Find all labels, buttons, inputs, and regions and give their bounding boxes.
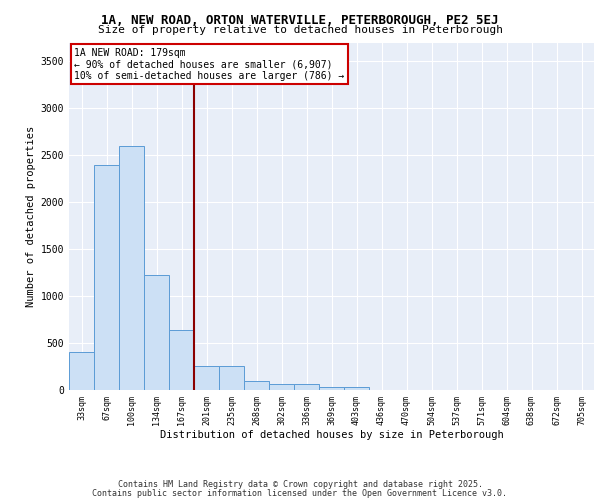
Bar — [194, 366, 219, 390]
Text: Contains HM Land Registry data © Crown copyright and database right 2025.: Contains HM Land Registry data © Crown c… — [118, 480, 482, 489]
Text: Size of property relative to detached houses in Peterborough: Size of property relative to detached ho… — [97, 25, 503, 35]
Bar — [69, 352, 94, 390]
Bar — [344, 387, 369, 390]
Bar — [144, 276, 169, 390]
Y-axis label: Number of detached properties: Number of detached properties — [26, 126, 37, 307]
X-axis label: Distribution of detached houses by size in Peterborough: Distribution of detached houses by size … — [160, 430, 503, 440]
Text: Contains public sector information licensed under the Open Government Licence v3: Contains public sector information licen… — [92, 488, 508, 498]
Text: 1A, NEW ROAD, ORTON WATERVILLE, PETERBOROUGH, PE2 5EJ: 1A, NEW ROAD, ORTON WATERVILLE, PETERBOR… — [101, 14, 499, 27]
Bar — [219, 366, 244, 390]
Bar — [269, 384, 294, 390]
Text: 1A NEW ROAD: 179sqm
← 90% of detached houses are smaller (6,907)
10% of semi-det: 1A NEW ROAD: 179sqm ← 90% of detached ho… — [74, 48, 344, 81]
Bar — [294, 384, 319, 390]
Bar — [169, 330, 194, 390]
Bar — [244, 380, 269, 390]
Bar — [119, 146, 144, 390]
Bar — [319, 387, 344, 390]
Bar — [94, 164, 119, 390]
